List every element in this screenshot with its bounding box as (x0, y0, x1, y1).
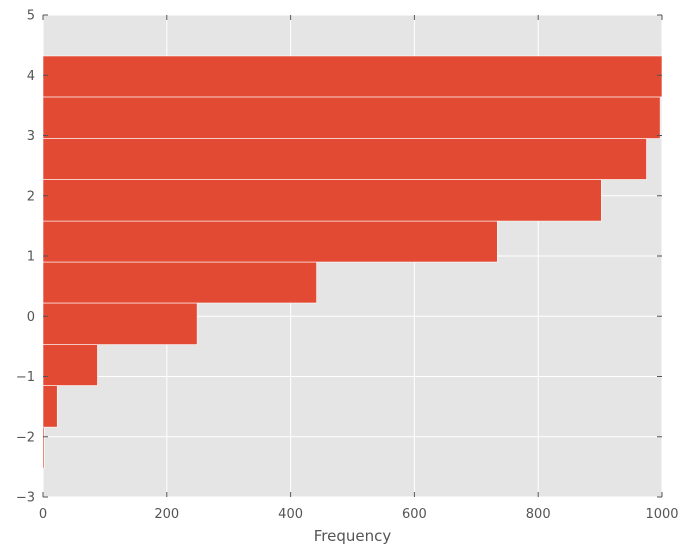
histogram-bar (42, 55, 663, 98)
y-tick-labels: 5 4 3 2 1 0 −1 −2 −3 (16, 9, 35, 506)
histogram-bar (42, 385, 58, 428)
histogram-bar (42, 138, 647, 180)
y-tick-label: 4 (27, 69, 35, 84)
y-tick-label: 2 (27, 189, 35, 204)
histogram-bar (42, 302, 198, 345)
histogram-bar (42, 426, 45, 469)
x-tick-labels: 0 200 400 600 800 1000 (39, 507, 679, 522)
histogram-bar (42, 344, 98, 386)
bars (42, 55, 663, 469)
y-tick-label: 1 (27, 250, 35, 265)
x-tick-label: 600 (402, 507, 427, 522)
y-tick-label: 5 (27, 9, 35, 24)
x-axis-label: Frequency (314, 527, 392, 545)
y-tick-label: 0 (27, 310, 35, 325)
x-tick-label: 400 (278, 507, 303, 522)
x-tick-label: 0 (39, 507, 47, 522)
histogram-bar (42, 96, 661, 139)
x-tick-label: 1000 (645, 507, 678, 522)
x-tick-label: 800 (526, 507, 551, 522)
histogram-bar (42, 220, 498, 263)
y-tick-label: −2 (16, 430, 35, 445)
histogram-bar (42, 179, 602, 222)
axis-ticks (42, 14, 663, 498)
y-tick-label: −3 (16, 491, 35, 506)
y-tick-label: −1 (16, 370, 35, 385)
y-tick-label: 3 (27, 129, 35, 144)
histogram-bar (42, 261, 317, 304)
x-tick-label: 200 (154, 507, 179, 522)
